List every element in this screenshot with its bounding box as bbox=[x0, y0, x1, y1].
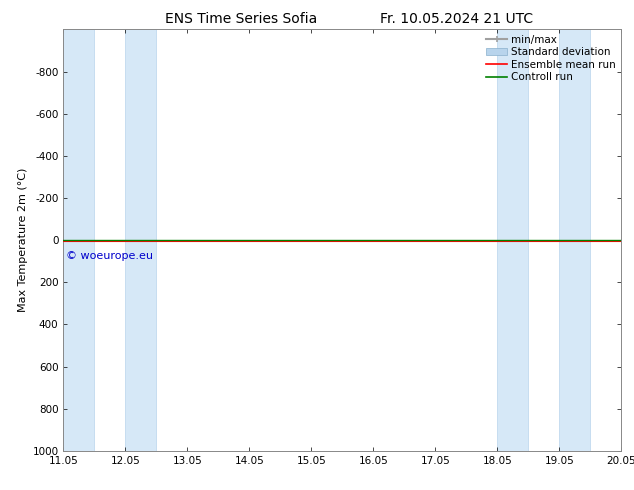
Bar bbox=[63, 29, 94, 451]
Text: ENS Time Series Sofia: ENS Time Series Sofia bbox=[165, 12, 317, 26]
Bar bbox=[621, 29, 634, 451]
Text: © woeurope.eu: © woeurope.eu bbox=[67, 251, 153, 261]
Bar bbox=[497, 29, 528, 451]
Text: Fr. 10.05.2024 21 UTC: Fr. 10.05.2024 21 UTC bbox=[380, 12, 533, 26]
Y-axis label: Max Temperature 2m (°C): Max Temperature 2m (°C) bbox=[18, 168, 29, 312]
Bar bbox=[126, 29, 157, 451]
Legend: min/max, Standard deviation, Ensemble mean run, Controll run: min/max, Standard deviation, Ensemble me… bbox=[484, 32, 618, 84]
Bar bbox=[559, 29, 590, 451]
